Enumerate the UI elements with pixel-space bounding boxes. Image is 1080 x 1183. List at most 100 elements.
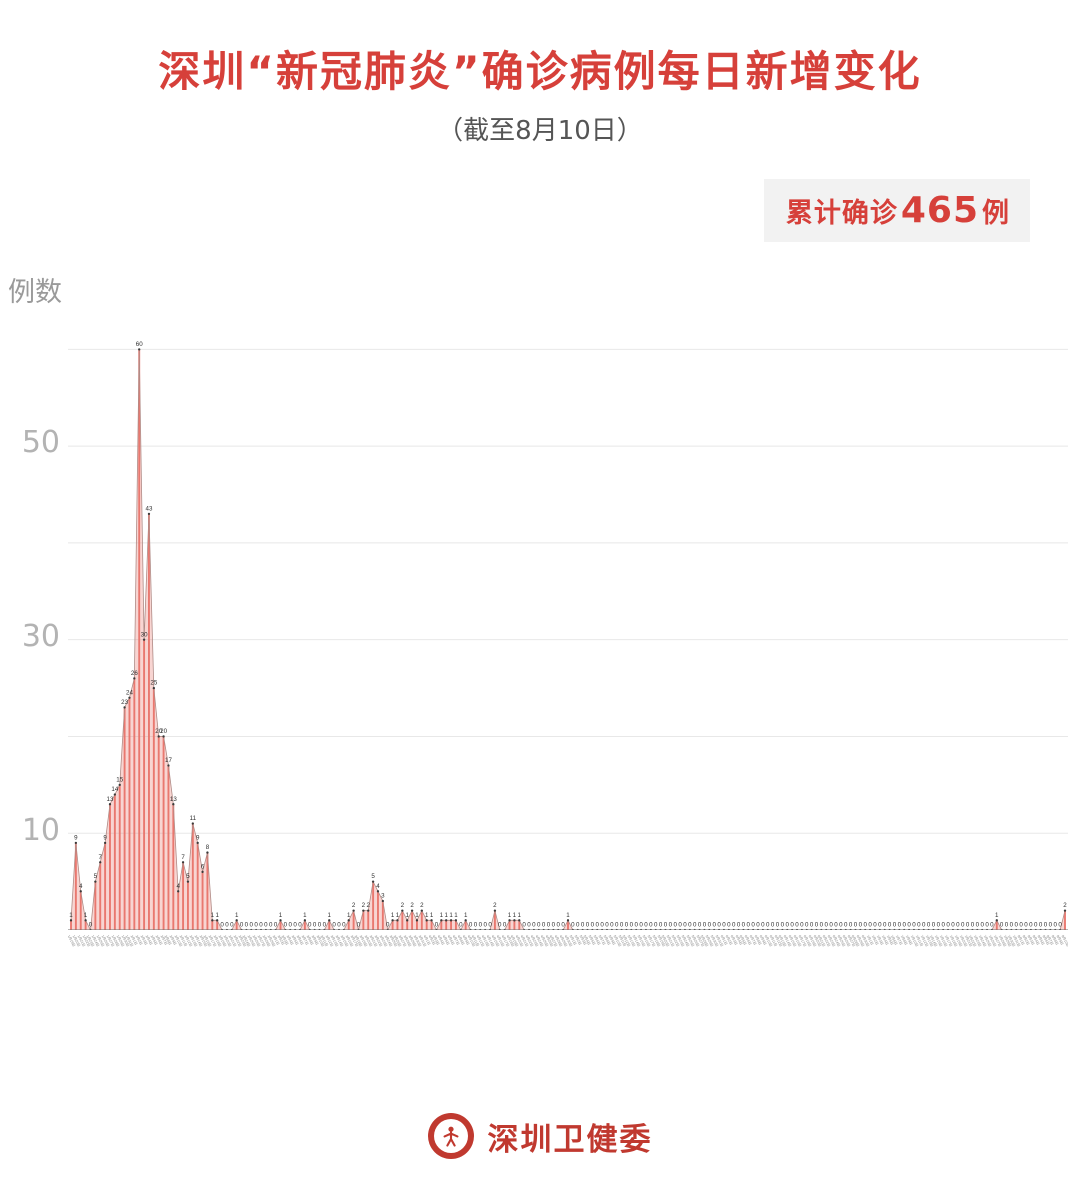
svg-text:0: 0 (634, 922, 638, 929)
svg-text:1: 1 (396, 912, 400, 919)
svg-text:0: 0 (1000, 922, 1004, 929)
svg-text:0: 0 (756, 922, 760, 929)
svg-text:0: 0 (654, 922, 658, 929)
svg-text:1: 1 (235, 912, 239, 919)
svg-text:2: 2 (366, 903, 370, 910)
svg-text:15: 15 (116, 777, 123, 784)
svg-text:0: 0 (888, 922, 892, 929)
svg-text:0: 0 (937, 922, 941, 929)
svg-text:4: 4 (79, 883, 83, 890)
svg-text:0: 0 (610, 922, 614, 929)
svg-text:0: 0 (1010, 922, 1014, 929)
svg-text:0: 0 (313, 922, 317, 929)
svg-text:0: 0 (990, 922, 994, 929)
svg-text:0: 0 (605, 922, 609, 929)
svg-text:0: 0 (581, 922, 585, 929)
svg-text:0: 0 (795, 922, 799, 929)
svg-text:23: 23 (121, 699, 128, 706)
svg-text:6: 6 (201, 864, 205, 871)
svg-text:0: 0 (220, 922, 224, 929)
svg-text:0: 0 (917, 922, 921, 929)
svg-text:0: 0 (717, 922, 721, 929)
svg-text:0: 0 (1029, 922, 1033, 929)
svg-text:1: 1 (215, 912, 219, 919)
svg-text:2: 2 (410, 903, 414, 910)
badge-row: 累计确诊465 例 (0, 179, 1080, 243)
svg-text:11: 11 (190, 815, 197, 822)
svg-text:0: 0 (849, 922, 853, 929)
daily-new-cases-line-chart: 1941057913141523242660304325202017134751… (68, 341, 1068, 931)
emblem-figure-icon (443, 1126, 458, 1147)
svg-text:0: 0 (498, 922, 502, 929)
svg-text:13: 13 (170, 796, 177, 803)
svg-text:0: 0 (863, 922, 867, 929)
svg-text:0: 0 (751, 922, 755, 929)
svg-text:0: 0 (912, 922, 916, 929)
svg-text:0: 0 (829, 922, 833, 929)
svg-text:1: 1 (405, 912, 409, 919)
emblem-inner-circle (433, 1119, 468, 1153)
svg-text:0: 0 (323, 922, 327, 929)
svg-text:0: 0 (318, 922, 322, 929)
svg-text:0: 0 (732, 922, 736, 929)
svg-text:0: 0 (737, 922, 741, 929)
svg-text:1: 1 (444, 912, 448, 919)
svg-text:5: 5 (94, 874, 98, 881)
svg-text:0: 0 (474, 922, 478, 929)
svg-text:0: 0 (479, 922, 483, 929)
svg-text:0: 0 (571, 922, 575, 929)
svg-text:0: 0 (790, 922, 794, 929)
svg-text:0: 0 (561, 922, 565, 929)
svg-text:0: 0 (649, 922, 653, 929)
page-subtitle: （截至8月10日） (437, 116, 643, 147)
svg-text:0: 0 (932, 922, 936, 929)
svg-text:0: 0 (503, 922, 507, 929)
svg-text:0: 0 (630, 922, 634, 929)
svg-text:0: 0 (1015, 922, 1019, 929)
svg-text:30: 30 (141, 632, 148, 639)
svg-text:0: 0 (805, 922, 809, 929)
svg-text:8: 8 (206, 844, 210, 851)
svg-text:0: 0 (708, 922, 712, 929)
svg-text:2: 2 (493, 903, 497, 910)
svg-text:1: 1 (279, 912, 283, 919)
svg-text:0: 0 (308, 922, 312, 929)
svg-text:13: 13 (107, 796, 114, 803)
svg-text:43: 43 (146, 506, 153, 513)
svg-text:1: 1 (518, 912, 522, 919)
page-title: 深圳“新冠肺炎”确诊病例每日新增变化 (158, 47, 922, 96)
svg-text:0: 0 (956, 922, 960, 929)
svg-text:0: 0 (825, 922, 829, 929)
svg-text:1: 1 (566, 912, 570, 919)
svg-text:0: 0 (971, 922, 975, 929)
svg-text:0: 0 (254, 922, 258, 929)
y-axis-title: 例数 (8, 277, 62, 309)
svg-text:1: 1 (508, 912, 512, 919)
svg-text:0: 0 (552, 922, 556, 929)
svg-text:0: 0 (547, 922, 551, 929)
svg-text:0: 0 (357, 922, 361, 929)
plot-area: 1 9 4 1 0 5 7 9 13 14 15 23 24 26 60 30 43 25 20 20 17 13 4 7 5 1… (68, 330, 1068, 931)
svg-text:0: 0 (761, 922, 765, 929)
badge-suffix-label: 例 (982, 198, 1010, 230)
svg-text:0: 0 (245, 922, 249, 929)
svg-text:0: 0 (961, 922, 965, 929)
svg-text:0: 0 (522, 922, 526, 929)
svg-text:0: 0 (1039, 922, 1043, 929)
svg-text:60: 60 (136, 341, 143, 348)
svg-text:1: 1 (440, 912, 444, 919)
svg-text:1: 1 (84, 912, 88, 919)
svg-text:0: 0 (576, 922, 580, 929)
svg-text:0: 0 (941, 922, 945, 929)
svg-text:0: 0 (800, 922, 804, 929)
svg-text:0: 0 (264, 922, 268, 929)
svg-text:3: 3 (381, 893, 385, 900)
svg-text:0: 0 (298, 922, 302, 929)
svg-text:5: 5 (371, 874, 375, 881)
y-axis-tick-label: 30 (21, 618, 60, 654)
svg-text:0: 0 (269, 922, 273, 929)
svg-text:0: 0 (766, 922, 770, 929)
svg-text:1: 1 (513, 912, 517, 919)
svg-text:0: 0 (435, 922, 439, 929)
svg-text:5: 5 (186, 874, 190, 881)
